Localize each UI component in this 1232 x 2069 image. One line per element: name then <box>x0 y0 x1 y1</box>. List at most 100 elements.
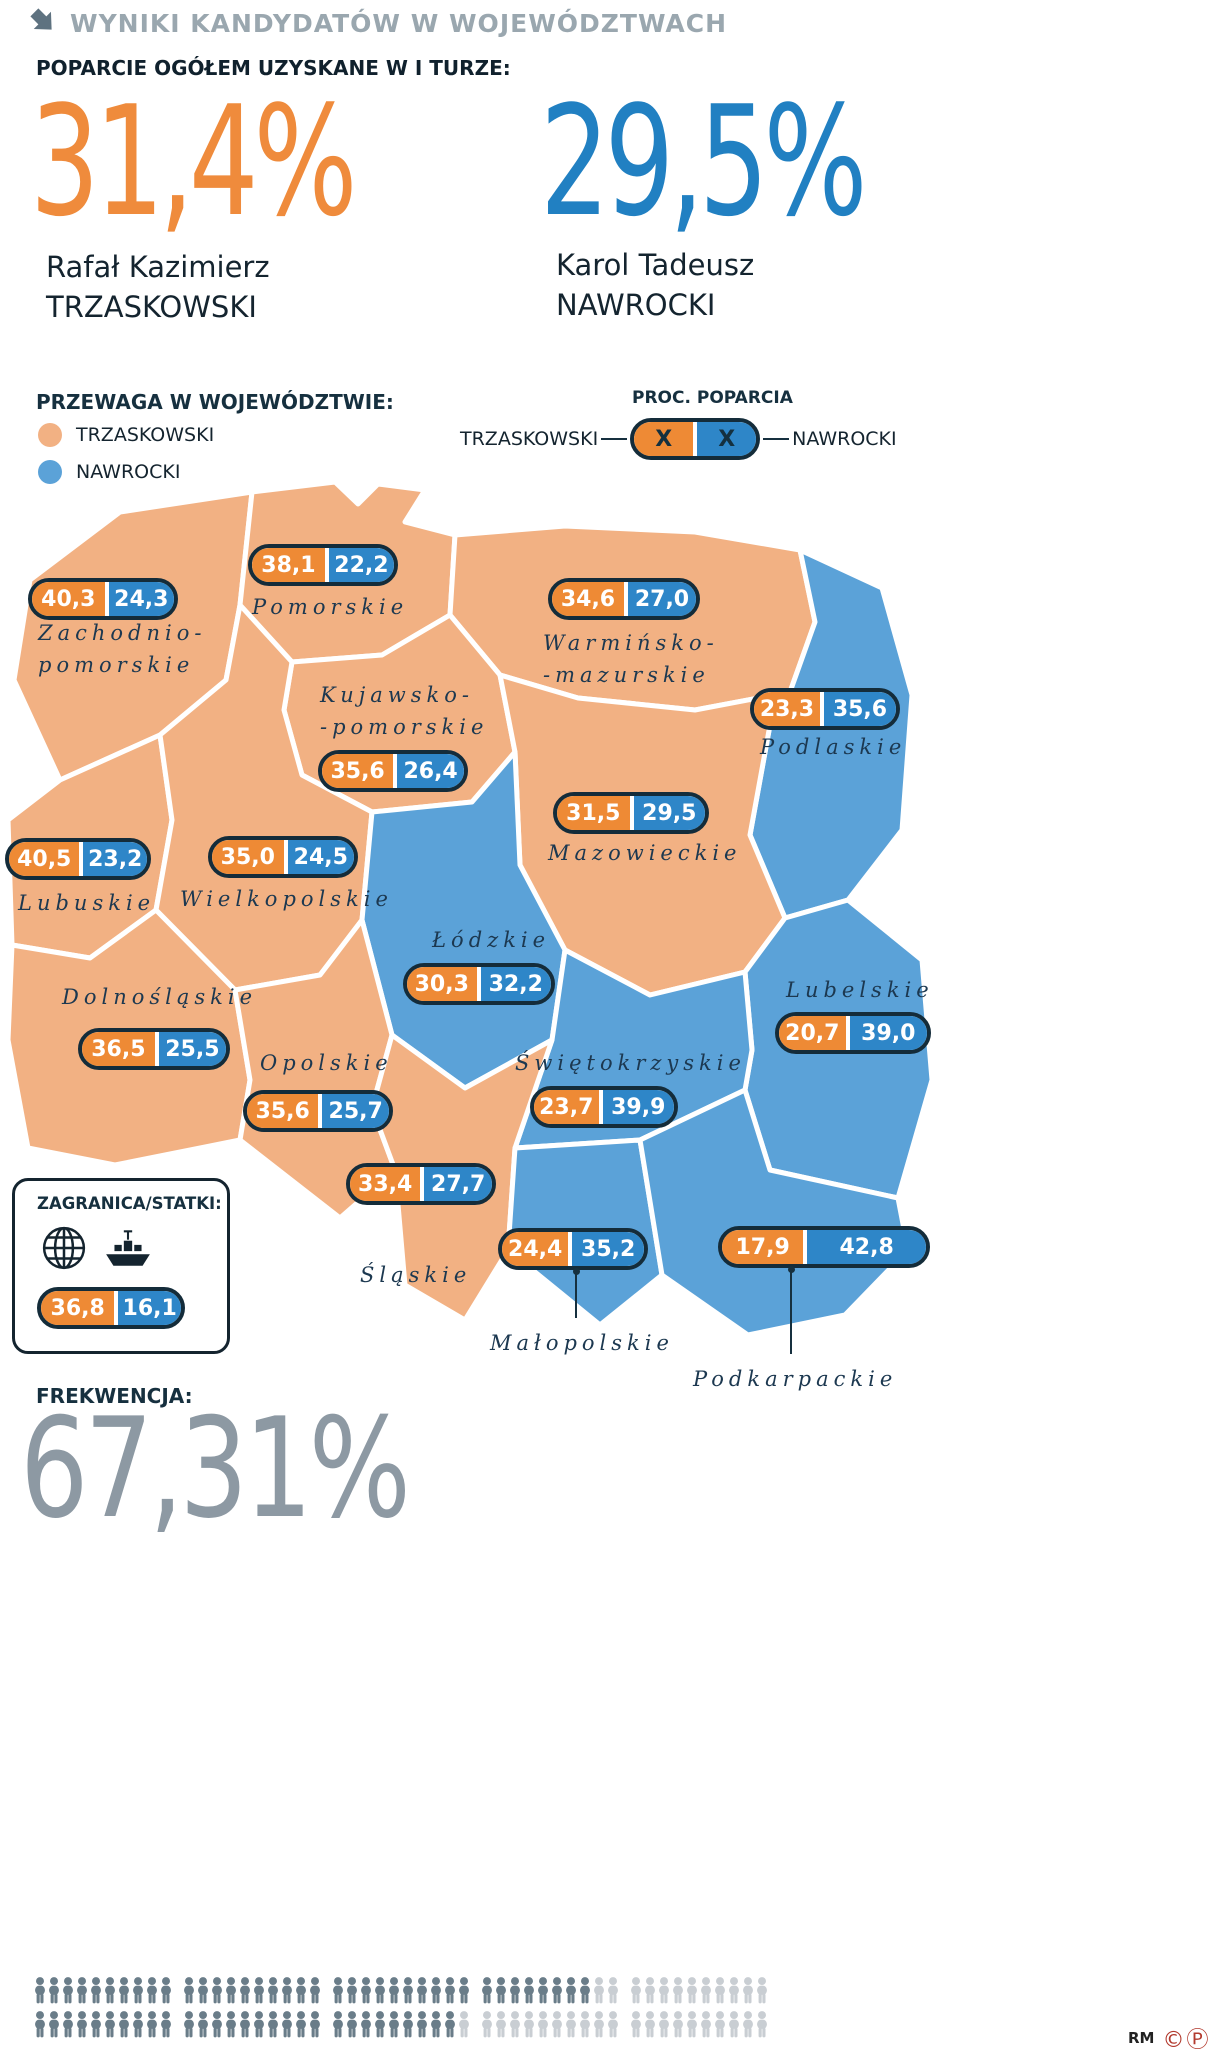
person-icon <box>431 2011 441 2038</box>
region-badge-wielkopolskie: 35,0 24,5 <box>208 836 358 878</box>
person-icon <box>147 2011 157 2038</box>
person-icon <box>35 2011 45 2038</box>
region-badge-podkarpackie: 17,9 42,8 <box>718 1226 930 1268</box>
person-icon <box>198 2011 208 2038</box>
person-icon <box>417 2011 427 2038</box>
person-icon <box>538 2011 548 2038</box>
region-badge-podlaskie-trzaskowski-value: 23,3 <box>754 692 820 726</box>
page-title: WYNIKI KANDYDATÓW W WOJEWÓDZTWACH <box>70 8 728 38</box>
region-badge-pomorskie-nawrocki-value: 22,2 <box>328 548 394 582</box>
person-icon <box>608 2011 618 2038</box>
region-label-lubelskie: Lubelskie <box>786 978 934 1002</box>
region-badge-kujawsko_pomorskie-trzaskowski-value: 35,6 <box>322 754 394 788</box>
region-label-opolskie: Opolskie <box>260 1051 393 1075</box>
region-badge-dolnoslaskie-nawrocki-value: 25,5 <box>158 1032 226 1066</box>
region-badge-dolnoslaskie-trzaskowski-value: 36,5 <box>82 1032 155 1066</box>
region-badge-kujawsko_pomorskie-nawrocki-value: 26,4 <box>397 754 464 788</box>
person-icon <box>333 2011 343 2038</box>
person-icon <box>389 2011 399 2038</box>
region-badge-lubuskie-nawrocki-value: 23,2 <box>83 842 147 876</box>
region-badge-lubuskie: 40,5 23,2 <box>5 838 151 880</box>
person-icon <box>580 2011 590 2038</box>
person-icon <box>538 1977 548 2004</box>
legend-heading: PRZEWAGA W WOJEWÓDZTWIE: <box>36 390 394 414</box>
turnout-people-rows <box>34 1976 770 2044</box>
person-icon <box>77 2011 87 2038</box>
sample-pill-nawrocki-value: X <box>697 422 757 456</box>
region-label-slaskie: Śląskie <box>360 1263 472 1287</box>
person-icon <box>161 2011 171 2038</box>
person-icon <box>147 1977 157 2004</box>
region-badge-warminsko_mazurskie-nawrocki-value: 27,0 <box>627 582 696 616</box>
region-badge-swietokrzyskie-nawrocki-value: 39,9 <box>602 1090 674 1124</box>
copyright-icons: ©Ⓟ <box>1162 2028 1211 2053</box>
trzaskowski-color-dot-icon <box>38 423 62 447</box>
person-icon <box>552 1977 562 2004</box>
region-badge-wielkopolskie-nawrocki-value: 24,5 <box>287 840 354 874</box>
southeast-arrow-icon <box>28 6 58 40</box>
nawrocki-color-dot-icon <box>38 460 62 484</box>
region-label-wielkopolskie: Wielkopolskie <box>180 887 393 911</box>
person-icon <box>226 2011 236 2038</box>
person-icon <box>510 2011 520 2038</box>
region-badge-warminsko_mazurskie: 34,6 27,0 <box>548 578 700 620</box>
turnout-row-2 <box>34 2010 770 2039</box>
region-badge-kujawsko_pomorskie: 35,6 26,4 <box>318 750 468 792</box>
region-badge-opolskie-nawrocki-value: 25,7 <box>322 1094 389 1128</box>
nawrocki-overall-percent: 29,5% <box>540 73 868 250</box>
abroad-heading: ZAGRANICA/STATKI: <box>37 1194 222 1213</box>
person-icon <box>580 1977 590 2004</box>
person-icon <box>282 1977 292 2004</box>
region-badge-warminsko_mazurskie-trzaskowski-value: 34,6 <box>552 582 624 616</box>
person-icon <box>566 2011 576 2038</box>
person-icon <box>701 2011 711 2038</box>
person-icon <box>119 1977 129 2004</box>
person-icon <box>91 1977 101 2004</box>
legend-item-nawrocki: NAWROCKI <box>38 460 180 484</box>
region-label-dolnoslaskie: Dolnośląskie <box>62 985 258 1009</box>
person-icon <box>375 2011 385 2038</box>
turnout-value: 67,31% <box>20 1388 411 1549</box>
sample-pill-trzaskowski-value: X <box>634 422 694 456</box>
person-icon <box>659 1977 669 2004</box>
legend-label-trzaskowski: TRZASKOWSKI <box>76 424 215 446</box>
person-icon <box>645 1977 655 2004</box>
person-icon <box>35 1977 45 2004</box>
person-icon <box>226 1977 236 2004</box>
person-icon <box>482 2011 492 2038</box>
pill-legend-left-label: TRZASKOWSKI <box>460 428 599 450</box>
poland-map-svg <box>5 480 935 1338</box>
person-icon <box>445 2011 455 2038</box>
person-icon <box>375 1977 385 2004</box>
credit: RM <box>1128 2029 1155 2047</box>
person-icon <box>459 2011 469 2038</box>
abroad-icons <box>41 1225 153 1275</box>
person-icon <box>594 1977 604 2004</box>
person-icon <box>240 1977 250 2004</box>
region-badge-zachodniopomorskie-trzaskowski-value: 40,3 <box>32 582 105 616</box>
person-icon <box>63 1977 73 2004</box>
person-icon <box>631 2011 641 2038</box>
person-icon <box>687 1977 697 2004</box>
region-badge-swietokrzyskie: 23,7 39,9 <box>530 1086 678 1128</box>
person-icon <box>133 1977 143 2004</box>
region-badge-malopolskie-nawrocki-value: 35,2 <box>572 1232 644 1266</box>
person-icon <box>105 2011 115 2038</box>
person-icon <box>687 2011 697 2038</box>
region-badge-swietokrzyskie-trzaskowski-value: 23,7 <box>534 1090 599 1124</box>
region-badge-podkarpackie-trzaskowski-value: 17,9 <box>722 1230 804 1264</box>
header: WYNIKI KANDYDATÓW W WOJEWÓDZTWACH <box>28 6 727 40</box>
person-icon <box>459 1977 469 2004</box>
person-icon <box>63 2011 73 2038</box>
region-badge-mazowieckie: 31,5 29,5 <box>553 792 709 834</box>
pill-legend-right-label: NAWROCKI <box>792 428 897 450</box>
region-label-zachodniopomorskie: Zachodnio- pomorskie <box>38 621 207 677</box>
person-icon <box>510 1977 520 2004</box>
person-icon <box>431 1977 441 2004</box>
person-icon <box>296 2011 306 2038</box>
region-label-podkarpackie: Podkarpackie <box>693 1367 898 1391</box>
person-icon <box>608 1977 618 2004</box>
